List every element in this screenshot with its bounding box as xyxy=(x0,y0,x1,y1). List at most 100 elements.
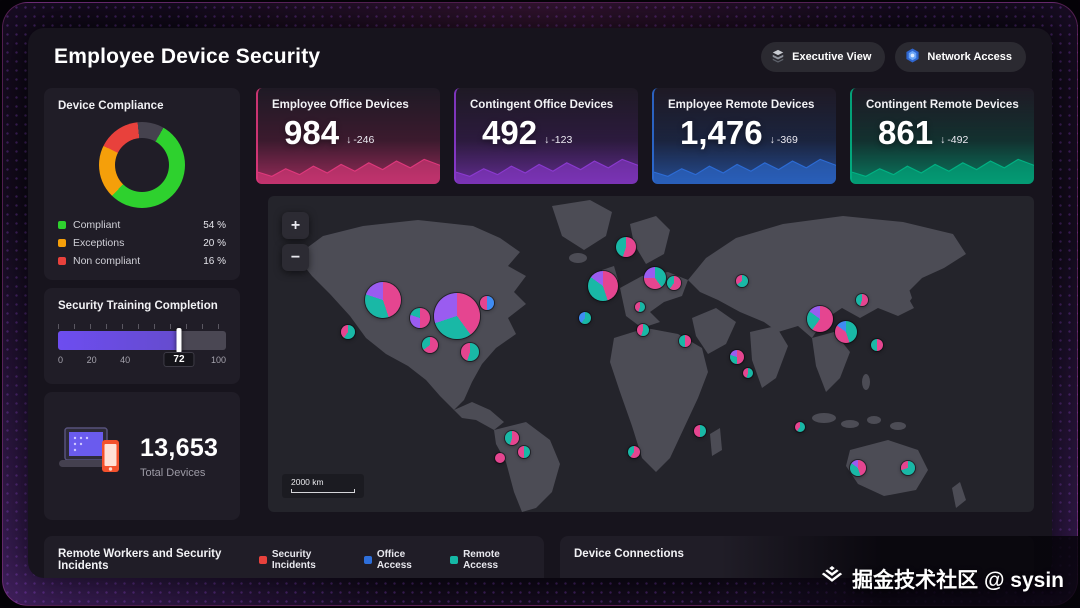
map-pie-marker[interactable] xyxy=(340,324,355,339)
training-slider[interactable]: 0 20 40 100 72 xyxy=(58,324,226,374)
stat-value-row: 492 ↓ -123 xyxy=(482,116,638,149)
card-title: Device Compliance xyxy=(58,100,164,112)
legend-item-office-access: Office Access xyxy=(363,549,436,571)
compliance-legend: Compliant 54 % Exceptions 20 % Non compl… xyxy=(58,219,226,267)
axis-label: 40 xyxy=(120,355,131,365)
watermark-text: 掘金技术社区 @ sysin xyxy=(852,569,1064,592)
axis-label: 100 xyxy=(210,355,226,365)
map-pie-marker[interactable] xyxy=(901,460,916,475)
stat-card[interactable]: Contingent Remote Devices 861 ↓ -492 xyxy=(850,88,1034,184)
map-pie-marker[interactable] xyxy=(643,267,666,290)
kpi-row: Employee Office Devices 984 ↓ -246 Contin… xyxy=(256,88,1034,184)
legend-item-remote-access: Remote Access xyxy=(450,549,530,571)
stat-card[interactable]: Employee Remote Devices 1,476 ↓ -369 xyxy=(652,88,836,184)
legend-swatch xyxy=(58,221,66,229)
stat-value: 861 xyxy=(878,114,934,151)
legend-label: Non compliant xyxy=(73,255,141,267)
map-pie-marker[interactable] xyxy=(434,293,481,340)
zoom-in-button[interactable]: + xyxy=(282,212,309,239)
stat-sparkline xyxy=(258,158,440,184)
map-pie-marker[interactable] xyxy=(637,324,650,337)
training-value: 72 xyxy=(173,354,185,365)
training-axis: 0 20 40 100 xyxy=(58,355,226,367)
zoom-out-button[interactable]: − xyxy=(282,244,309,271)
stat-sparkline xyxy=(456,158,638,184)
map-pie-marker[interactable] xyxy=(421,336,438,353)
map-pie-marker[interactable] xyxy=(729,350,744,365)
totals-text: 13,653 Total Devices xyxy=(140,434,218,479)
legend-swatch xyxy=(258,556,267,564)
legend-swatch xyxy=(450,556,459,564)
world-map[interactable]: + − 2000 km xyxy=(268,196,1034,512)
map-pie-marker[interactable] xyxy=(666,275,681,290)
map-pie-marker[interactable] xyxy=(587,271,618,302)
legend-label: Compliant xyxy=(73,219,121,231)
map-pie-marker[interactable] xyxy=(849,459,866,476)
legend-label: Security Incidents xyxy=(271,549,316,571)
panel-header: Employee Device Security Executive View … xyxy=(28,28,1052,86)
executive-view-button[interactable]: Executive View xyxy=(761,42,886,72)
slider-ticks xyxy=(58,324,226,329)
map-pie-marker[interactable] xyxy=(517,445,530,458)
legend-label: Office Access xyxy=(376,549,412,571)
page-title: Employee Device Security xyxy=(54,45,321,68)
map-pie-marker[interactable] xyxy=(495,453,506,464)
stat-delta: ↓ -492 xyxy=(940,134,968,146)
device-compliance-card: Device Compliance Compliant 54 % Excepti… xyxy=(44,88,240,280)
button-label: Executive View xyxy=(792,51,872,63)
map-pie-marker[interactable] xyxy=(409,307,430,328)
watermark-backdrop xyxy=(720,536,1080,608)
decrease-arrow-icon: ↓ xyxy=(346,134,352,146)
map-pie-marker[interactable] xyxy=(855,294,868,307)
map-pie-marker[interactable] xyxy=(480,296,495,311)
juejin-logo-icon xyxy=(821,566,843,592)
map-pie-marker[interactable] xyxy=(634,301,645,312)
stat-sparkline xyxy=(654,158,836,184)
legend-label: Exceptions xyxy=(73,237,125,249)
stat-card[interactable]: Employee Office Devices 984 ↓ -246 xyxy=(256,88,440,184)
security-training-card: Security Training Completion 0 20 40 100 72 xyxy=(44,288,240,384)
map-pie-marker[interactable] xyxy=(615,236,636,257)
card-title: Device Connections xyxy=(574,548,684,560)
card-title: Security Training Completion xyxy=(58,300,218,312)
map-pie-marker[interactable] xyxy=(795,421,806,432)
map-zoom-control: + − xyxy=(282,212,309,271)
stat-card[interactable]: Contingent Office Devices 492 ↓ -123 xyxy=(454,88,638,184)
map-pie-marker[interactable] xyxy=(807,306,834,333)
stat-delta-value: -246 xyxy=(353,134,375,146)
card-header: Device Connections xyxy=(574,548,1020,560)
donut-hole xyxy=(115,138,169,192)
devices-illustration xyxy=(56,425,130,488)
legend-value: 54 % xyxy=(203,219,226,231)
map-pie-marker[interactable] xyxy=(835,320,858,343)
stat-value: 984 xyxy=(284,114,340,151)
incident-legend: Security Incidents Office Access Remote … xyxy=(258,549,530,571)
watermark: 掘金技术社区 @ sysin xyxy=(821,564,1064,594)
decrease-arrow-icon: ↓ xyxy=(940,134,946,146)
stat-title: Employee Office Devices xyxy=(272,99,409,111)
legend-swatch xyxy=(363,556,372,564)
map-pie-marker[interactable] xyxy=(579,311,592,324)
map-pie-marker[interactable] xyxy=(743,367,754,378)
map-pie-marker[interactable] xyxy=(461,343,480,362)
map-pie-marker[interactable] xyxy=(505,430,520,445)
map-pie-marker[interactable] xyxy=(364,282,401,319)
map-pie-marker[interactable] xyxy=(736,275,749,288)
map-pie-marker[interactable] xyxy=(870,338,883,351)
map-pie-marker[interactable] xyxy=(678,335,691,348)
axis-label: 20 xyxy=(86,355,97,365)
network-access-button[interactable]: Network Access xyxy=(895,42,1026,72)
training-track[interactable] xyxy=(58,328,226,353)
header-actions: Executive View Network Access xyxy=(761,42,1026,72)
map-pie-marker[interactable] xyxy=(628,445,641,458)
compliance-donut[interactable] xyxy=(99,122,185,208)
training-handle[interactable] xyxy=(176,328,182,353)
stat-title: Employee Remote Devices xyxy=(668,99,815,111)
total-devices-label: Total Devices xyxy=(140,466,206,479)
legend-swatch xyxy=(58,239,66,247)
dashboard-panel: Employee Device Security Executive View … xyxy=(28,28,1052,578)
stat-title: Contingent Office Devices xyxy=(470,99,614,111)
button-label: Network Access xyxy=(927,51,1012,63)
stat-delta: ↓ -123 xyxy=(544,134,572,146)
map-pie-marker[interactable] xyxy=(694,425,707,438)
